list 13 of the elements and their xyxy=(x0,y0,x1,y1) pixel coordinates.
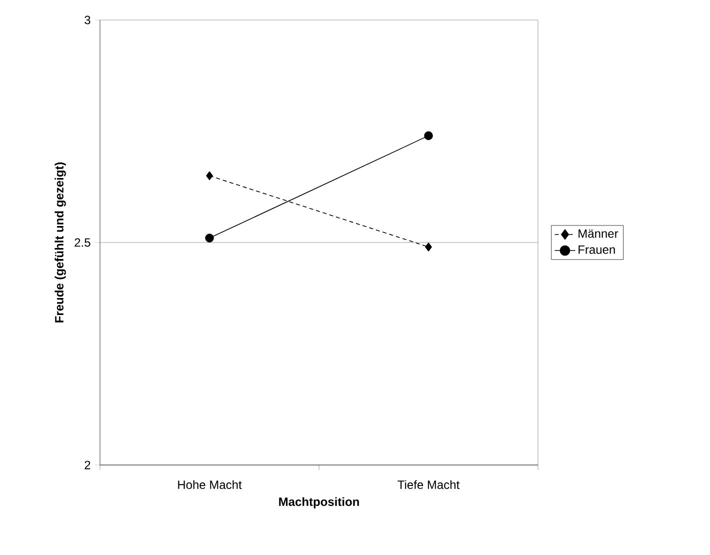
point xyxy=(205,234,214,242)
y-axis-title: Freude (gefühlt und gezeigt) xyxy=(54,162,66,322)
x-tick-label: Hohe Macht xyxy=(178,480,242,490)
legend-label: Frauen xyxy=(578,246,615,254)
point xyxy=(424,131,433,140)
x-tick-label: Tiefe Macht xyxy=(398,480,460,490)
point xyxy=(425,242,432,252)
y-tick-label: 2.5 xyxy=(74,238,90,247)
legend-label: Männer xyxy=(578,229,618,238)
x-axis-title: Machtposition xyxy=(279,497,359,508)
y-tick-label: 3 xyxy=(84,16,90,24)
y-tick-label: 2 xyxy=(84,460,90,470)
point xyxy=(206,171,213,180)
